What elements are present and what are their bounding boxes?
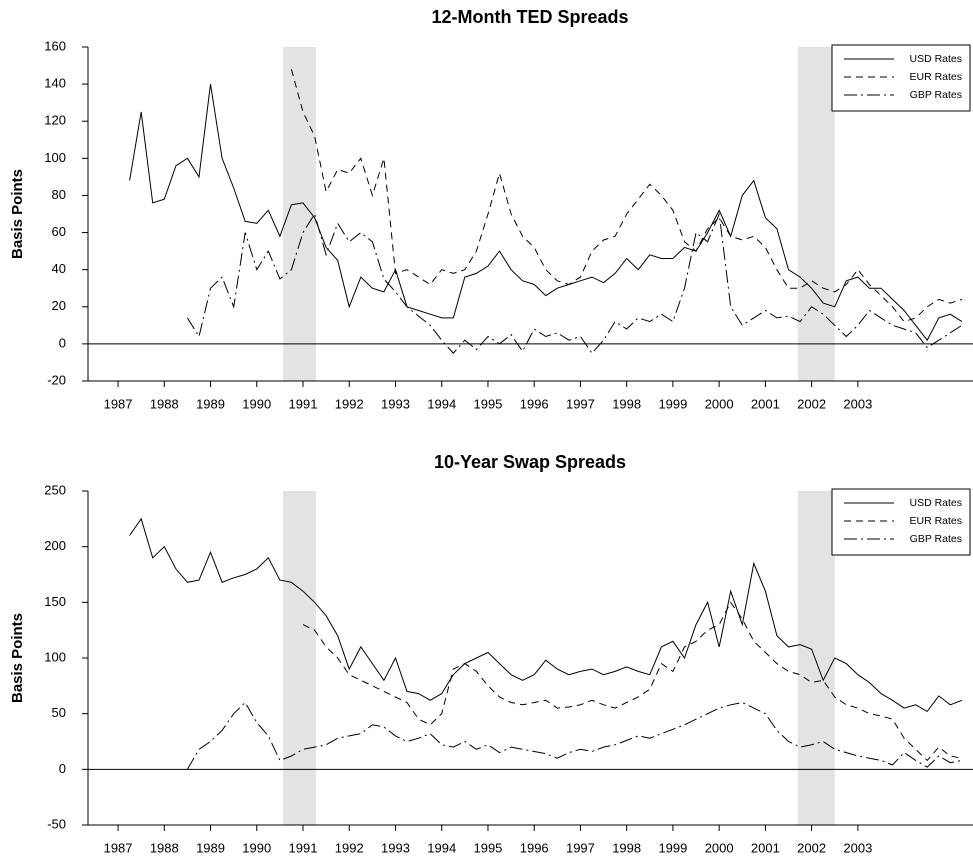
series-line (290, 69, 963, 323)
x-tick-label: 1989 (196, 396, 225, 411)
y-tick-label: 80 (52, 187, 66, 202)
recession-shading (283, 491, 316, 825)
legend-label: EUR Rates (909, 515, 962, 527)
x-tick-label: 2003 (843, 396, 872, 411)
x-tick-label: 1987 (104, 840, 133, 855)
x-tick-label: 1994 (427, 396, 456, 411)
y-tick-label: 40 (52, 261, 66, 276)
x-tick-label: 2001 (751, 396, 780, 411)
y-tick-label: 20 (52, 298, 66, 313)
y-tick-label: 120 (44, 113, 66, 128)
x-tick-label: 1995 (473, 396, 502, 411)
x-tick-label: 1994 (427, 840, 456, 855)
chart-title: 12-Month TED Spreads (431, 7, 628, 27)
x-tick-label: 1993 (381, 840, 410, 855)
x-tick-label: 1991 (289, 840, 318, 855)
y-tick-label: 150 (44, 594, 66, 609)
x-tick-label: 1995 (473, 840, 502, 855)
x-tick-label: 2000 (705, 840, 734, 855)
legend-label: GBP Rates (910, 89, 962, 101)
legend-label: EUR Rates (909, 71, 962, 83)
x-tick-label: 2002 (797, 840, 826, 855)
x-tick-label: 1999 (658, 396, 687, 411)
legend-box (831, 488, 971, 556)
x-tick-label: 1999 (658, 840, 687, 855)
recession-shading (797, 47, 835, 381)
legend-label: USD Rates (909, 497, 962, 509)
legend-label: GBP Rates (910, 533, 962, 545)
series-line (186, 212, 963, 355)
y-tick-label: -50 (47, 816, 66, 831)
x-tick-label: 1991 (289, 396, 318, 411)
x-tick-label: 1990 (242, 840, 271, 855)
x-tick-label: 1993 (381, 396, 410, 411)
y-axis-label: Basis Points (9, 613, 26, 703)
x-tick-label: 2002 (797, 396, 826, 411)
x-tick-label: 1987 (104, 396, 133, 411)
x-tick-label: 2003 (843, 840, 872, 855)
x-tick-label: 1996 (520, 840, 549, 855)
chart-title: 10-Year Swap Spreads (434, 452, 626, 472)
y-tick-label: 60 (52, 224, 66, 239)
y-tick-label: 0 (59, 335, 66, 350)
y-tick-label: 0 (59, 761, 66, 776)
x-tick-label: 1998 (612, 840, 641, 855)
y-tick-label: 100 (44, 649, 66, 664)
x-tick-label: 1998 (612, 396, 641, 411)
recession-shading (797, 491, 835, 825)
y-axis-label: Basis Points (9, 169, 26, 259)
y-tick-label: 100 (44, 150, 66, 165)
y-tick-label: 250 (44, 482, 66, 497)
x-tick-label: 1988 (150, 840, 179, 855)
series-line (302, 601, 962, 762)
series-line (129, 84, 963, 342)
x-tick-label: 2001 (751, 840, 780, 855)
y-tick-label: 160 (44, 38, 66, 53)
x-tick-label: 1997 (566, 840, 595, 855)
x-tick-label: 1992 (335, 840, 364, 855)
x-tick-label: 1992 (335, 396, 364, 411)
x-tick-label: 1996 (520, 396, 549, 411)
x-tick-label: 1989 (196, 840, 225, 855)
y-tick-label: 200 (44, 538, 66, 553)
x-tick-label: 1988 (150, 396, 179, 411)
recession-shading (283, 47, 316, 381)
y-tick-label: 140 (44, 76, 66, 91)
x-tick-label: 2000 (705, 396, 734, 411)
series-line (186, 701, 962, 770)
series-line (129, 517, 963, 713)
y-tick-label: -20 (47, 372, 66, 387)
x-tick-label: 1997 (566, 396, 595, 411)
x-tick-label: 1990 (242, 396, 271, 411)
y-tick-label: 50 (52, 705, 66, 720)
legend-box (831, 44, 971, 112)
legend-label: USD Rates (909, 53, 962, 65)
